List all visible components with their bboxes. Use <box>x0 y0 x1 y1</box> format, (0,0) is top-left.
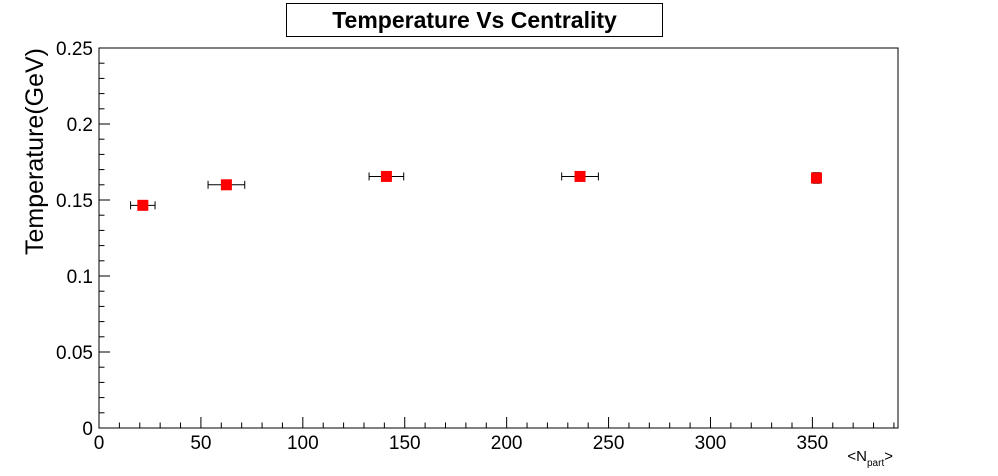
y-tick-label: 0.15 <box>56 191 93 212</box>
x-tick-label: 350 <box>797 433 829 454</box>
x-axis-label-prefix: <N <box>847 448 867 465</box>
marker-square <box>380 170 392 182</box>
x-tick-label: 50 <box>190 433 211 454</box>
y-tick-label: 0 <box>82 419 93 440</box>
data-point <box>207 179 246 191</box>
x-tick-label: 300 <box>695 433 727 454</box>
chart-title: Temperature Vs Centrality <box>332 7 617 33</box>
y-axis-label: Temperature(GeV) <box>21 48 49 255</box>
chart-title-box: Temperature Vs Centrality <box>286 3 663 37</box>
data-point <box>130 199 156 211</box>
plot-frame <box>98 47 899 429</box>
x-tick-label: 200 <box>491 433 523 454</box>
x-tick-label: 150 <box>389 433 421 454</box>
marker-square <box>220 179 232 191</box>
data-point <box>810 172 822 184</box>
marker-square <box>137 199 149 211</box>
y-tick-label: 0.2 <box>67 115 93 136</box>
x-axis-label-sub: part <box>867 458 884 469</box>
marker-square <box>574 170 586 182</box>
x-tick-label: 100 <box>287 433 319 454</box>
y-tick-label: 0.1 <box>67 267 93 288</box>
y-tick-label: 0.05 <box>56 343 93 364</box>
marker-square <box>810 172 822 184</box>
x-axis: 0 50 100 150 200 250 300 350 <box>94 417 895 454</box>
y-axis: 0 0.05 0.1 0.15 0.2 0.25 <box>56 39 110 440</box>
x-axis-label: <Npart> <box>847 448 893 469</box>
y-tick-label: 0.25 <box>56 39 93 60</box>
x-axis-label-suffix: > <box>884 448 893 465</box>
x-tick-label: 0 <box>94 433 105 454</box>
data-point <box>368 170 405 182</box>
data-points <box>130 170 822 211</box>
data-point <box>561 170 599 182</box>
x-tick-label: 250 <box>593 433 625 454</box>
